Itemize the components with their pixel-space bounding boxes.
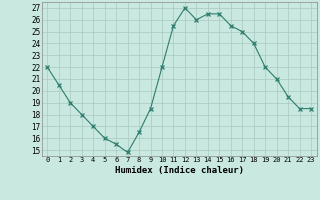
X-axis label: Humidex (Indice chaleur): Humidex (Indice chaleur)	[115, 166, 244, 175]
